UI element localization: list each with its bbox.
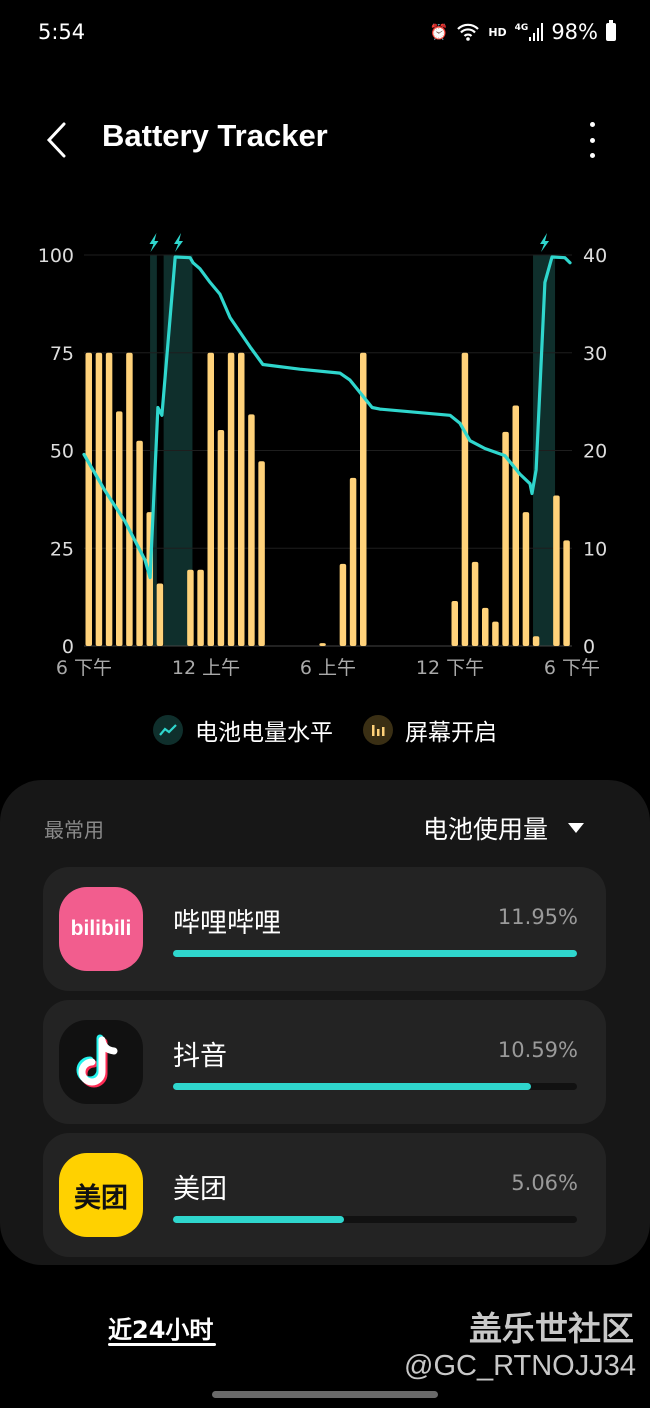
- usage-bar-fill: [173, 950, 577, 957]
- right-axis-tick: 20: [583, 441, 607, 463]
- chevron-left-icon: [46, 122, 66, 158]
- usage-bar-fill: [173, 1083, 531, 1090]
- screen-on-bar: [451, 601, 458, 646]
- screen-on-bar: [217, 429, 225, 646]
- app-usage-panel: 最常用 电池使用量 bilibili 哔哩哔哩 11.95% 抖音 10.59%…: [0, 780, 650, 1265]
- screen-on-bar: [492, 621, 499, 646]
- charging-bolt-icon: [149, 233, 159, 252]
- more-vertical-icon: [589, 122, 595, 127]
- screen-on-bar: [532, 636, 540, 646]
- x-axis-tick: 6 下午: [544, 657, 600, 679]
- screen-on-bar: [238, 352, 245, 646]
- screen-on-bar: [227, 352, 235, 646]
- app-name: 美团: [173, 1174, 227, 1205]
- battery-level-line: [82, 255, 572, 580]
- section-label: 最常用: [44, 818, 104, 842]
- left-axis-tick: 75: [50, 343, 74, 365]
- screen-on-bar: [349, 477, 357, 646]
- x-axis-tick: 6 上午: [300, 657, 356, 679]
- usage-bar: [173, 950, 577, 957]
- usage-percent: 11.95%: [497, 905, 578, 929]
- screen-on-bar: [156, 583, 164, 646]
- battery-icon: [606, 20, 616, 41]
- sort-dropdown[interactable]: 电池使用量: [423, 810, 584, 846]
- sort-label: 电池使用量: [422, 815, 548, 844]
- gesture-handle[interactable]: [212, 1391, 438, 1398]
- chart-legend: 电池电量水平 屏幕开启: [0, 713, 650, 747]
- screen-on-bar: [207, 352, 214, 646]
- left-axis-tick: 100: [38, 245, 74, 267]
- screen-on-bar: [502, 431, 509, 646]
- bilibili-app-icon: bilibili: [59, 887, 143, 971]
- legend-label: 屏幕开启: [405, 720, 497, 746]
- right-axis-tick: 40: [583, 245, 607, 267]
- usage-bar: [173, 1216, 577, 1223]
- wifi-badge: HD: [488, 25, 507, 39]
- trend-line-icon: [153, 715, 183, 745]
- usage-bar-fill: [173, 1216, 344, 1223]
- x-axis-tick: 6 下午: [56, 657, 112, 679]
- tab-last-24-hours[interactable]: 近24小时: [108, 1316, 214, 1344]
- screen-on-bar: [563, 540, 570, 646]
- screen-on-bar: [339, 563, 347, 646]
- status-bar: 5:54 ⏰ HD 4G 98%: [0, 18, 650, 52]
- status-icons: ⏰ HD 4G 98%: [430, 20, 616, 44]
- screen-on-bar: [471, 561, 479, 646]
- screen-on-bar: [197, 569, 204, 646]
- app-name: 哔哩哔哩: [173, 908, 281, 939]
- screen-on-bar: [258, 461, 265, 646]
- usage-percent: 10.59%: [497, 1038, 578, 1062]
- right-axis-tick: 0: [583, 636, 595, 658]
- usage-bar: [173, 1083, 577, 1090]
- screen-on-bar: [553, 495, 560, 646]
- screen-on-bar: [187, 569, 194, 646]
- legend-battery-level: 电池电量水平: [153, 713, 333, 747]
- legend-label: 电池电量水平: [195, 720, 333, 746]
- douyin-app-icon: [59, 1020, 143, 1104]
- app-header: Battery Tracker: [0, 110, 650, 170]
- page-title: Battery Tracker: [102, 118, 328, 153]
- screen-on-bar: [522, 512, 530, 646]
- watermark: 盖乐世社区: [469, 1309, 634, 1348]
- screen-on-bar: [482, 607, 489, 646]
- clock: 5:54: [38, 20, 86, 44]
- app-usage-item[interactable]: 美团 美团 5.06%: [43, 1133, 606, 1257]
- more-options-button[interactable]: [578, 122, 606, 158]
- screen-on-bar: [319, 643, 326, 646]
- screen-on-bar: [136, 440, 143, 646]
- screen-on-bar: [116, 411, 123, 646]
- signal-icon: 4G: [515, 23, 544, 41]
- usage-percent: 5.06%: [511, 1171, 578, 1195]
- legend-screen-on: 屏幕开启: [363, 713, 497, 747]
- app-usage-item[interactable]: bilibili 哔哩哔哩 11.95%: [43, 867, 606, 991]
- bar-chart-icon: [363, 715, 393, 745]
- right-axis-tick: 10: [583, 538, 607, 560]
- left-axis-tick: 50: [50, 441, 74, 463]
- right-axis-tick: 30: [583, 343, 607, 365]
- battery-percent: 98%: [551, 20, 598, 44]
- left-axis-tick: 0: [62, 636, 74, 658]
- back-button[interactable]: [40, 118, 76, 162]
- x-axis-tick: 12 下午: [416, 657, 484, 679]
- screen-on-bar: [95, 352, 103, 646]
- screen-on-bar: [126, 352, 133, 646]
- screen-on-bar: [461, 352, 469, 646]
- watermark-handle: @GC_RTNOJJ34: [404, 1350, 636, 1382]
- left-axis-tick: 25: [50, 538, 74, 560]
- charging-bolt-icon: [540, 233, 550, 252]
- app-name: 抖音: [173, 1041, 227, 1072]
- screen-on-bar: [248, 414, 255, 646]
- active-tab-indicator: [108, 1343, 216, 1346]
- dropdown-arrow-icon: [568, 823, 584, 833]
- app-usage-item[interactable]: 抖音 10.59%: [43, 1000, 606, 1124]
- charging-bolt-icon: [174, 233, 184, 252]
- screen-on-bar: [85, 352, 92, 646]
- screen-on-bar: [512, 405, 519, 646]
- meituan-app-icon: 美团: [59, 1153, 143, 1237]
- alarm-icon: ⏰: [429, 23, 449, 41]
- screen-on-bar: [360, 352, 367, 646]
- x-axis-tick: 12 上午: [172, 657, 240, 679]
- wifi-icon: [457, 23, 480, 41]
